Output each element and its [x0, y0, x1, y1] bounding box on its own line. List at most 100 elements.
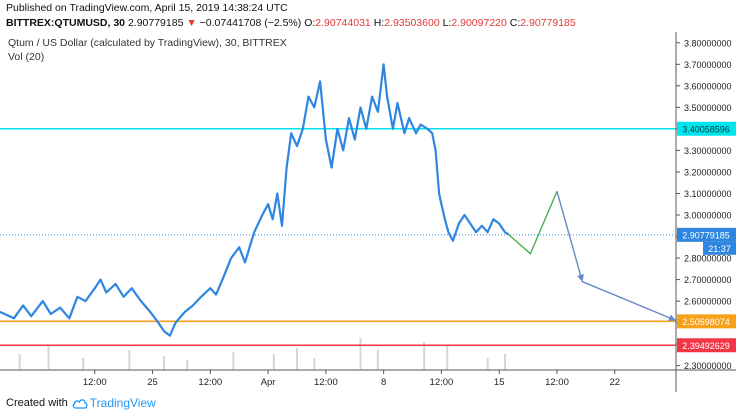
low-value: 2.90097220 — [451, 17, 507, 29]
level-label: 3.40058596 — [682, 124, 730, 134]
data-point — [84, 300, 87, 302]
y-tick-label: 2.60000000 — [684, 297, 732, 307]
volume-bar — [128, 350, 131, 370]
data-point — [209, 287, 211, 289]
data-point — [319, 80, 321, 83]
data-point — [149, 311, 151, 313]
down-arrow-icon: ▼ — [186, 17, 197, 29]
volume-bar — [376, 350, 379, 370]
close-value: 2.90779185 — [520, 17, 576, 29]
data-point — [415, 132, 417, 134]
data-point — [253, 231, 255, 233]
data-point — [348, 117, 350, 119]
last-price: 2.90779185 — [127, 17, 184, 29]
x-tick-label: 15 — [494, 377, 505, 388]
footer-brand: TradingView — [89, 396, 156, 410]
y-tick-label: 2.30000000 — [684, 361, 732, 371]
last-price-label: 2.90779185 — [682, 230, 730, 240]
data-point — [447, 231, 449, 233]
data-point — [276, 192, 278, 195]
data-point — [50, 313, 52, 315]
footer-created: Created with — [6, 397, 68, 409]
level-label-bg — [677, 314, 736, 329]
level-label-bg — [677, 121, 736, 136]
data-point — [94, 287, 96, 289]
data-point — [22, 304, 24, 307]
data-point — [68, 317, 70, 319]
data-point — [0, 311, 1, 313]
data-point — [438, 192, 440, 195]
data-point — [498, 223, 500, 225]
x-tick-label: 22 — [609, 377, 620, 388]
price-chart[interactable]: 3.80000000 3.70000000 3.60000000 3.50000000… — [0, 32, 736, 394]
volume-bar — [82, 358, 85, 370]
footer: Created with TradingView — [6, 396, 156, 410]
symbol: BITTREX:QTUMUSD, 30 — [6, 17, 126, 29]
projection-line — [556, 191, 677, 322]
countdown-label: 21:37 — [708, 244, 731, 254]
data-point — [475, 231, 477, 233]
y-tick-label: 2.80000000 — [684, 254, 732, 264]
volume-layer — [18, 338, 506, 370]
data-point — [420, 123, 422, 126]
data-point — [285, 167, 288, 169]
data-point — [290, 132, 292, 134]
data-point — [267, 203, 269, 205]
x-tick-label: Apr — [261, 377, 276, 388]
data-point — [223, 274, 225, 276]
x-tick-label: 12:00 — [83, 377, 107, 388]
volume-bar — [359, 338, 362, 370]
volume-bar — [163, 356, 166, 370]
data-point — [492, 218, 495, 220]
data-point — [377, 111, 379, 113]
data-point — [435, 149, 437, 152]
x-tick-label: 25 — [147, 377, 158, 388]
data-point — [296, 145, 298, 147]
y-tick-label: 3.70000000 — [684, 60, 732, 70]
volume-bar — [18, 354, 21, 370]
data-point — [169, 334, 171, 337]
data-point — [336, 128, 339, 130]
data-point — [184, 311, 186, 313]
projection-layer — [507, 191, 677, 322]
projection-line — [507, 191, 558, 255]
data-point — [371, 95, 373, 98]
data-point — [200, 296, 202, 298]
data-point — [114, 283, 117, 285]
price-series-line — [0, 63, 509, 337]
data-point — [230, 257, 232, 259]
x-tick-label: 12:00 — [545, 377, 569, 388]
volume-bar — [423, 342, 426, 370]
x-tick-label: 12:00 — [430, 377, 454, 388]
volume-bar — [313, 358, 316, 370]
data-point — [444, 218, 446, 220]
data-point — [463, 214, 466, 216]
data-point — [354, 139, 356, 141]
level-lines — [0, 127, 676, 347]
volume-bar — [446, 346, 449, 370]
data-point — [59, 306, 61, 309]
high-label: H: — [373, 17, 385, 29]
data-point — [140, 300, 142, 302]
data-point — [504, 231, 506, 233]
data-point — [342, 149, 344, 152]
data-point — [452, 240, 454, 242]
data-point — [261, 214, 263, 216]
volume-bar — [186, 360, 189, 370]
volume-bar — [503, 354, 506, 370]
axes-layer: 3.80000000 3.70000000 3.60000000 3.50000000… — [0, 32, 736, 392]
data-point — [215, 294, 217, 296]
volume-bar — [232, 352, 235, 370]
data-point — [325, 139, 327, 141]
data-point — [76, 296, 79, 298]
arrow-head-icon — [668, 314, 676, 322]
data-point — [396, 102, 399, 104]
close-label: C: — [509, 17, 521, 29]
data-point — [272, 218, 274, 220]
volume-bar — [47, 346, 50, 370]
data-point — [458, 223, 460, 225]
tradingview-logo[interactable]: TradingView — [72, 396, 156, 410]
y-tick-label: 3.00000000 — [684, 210, 732, 220]
level-label: 2.50598074 — [682, 317, 730, 327]
data-point — [302, 128, 304, 130]
